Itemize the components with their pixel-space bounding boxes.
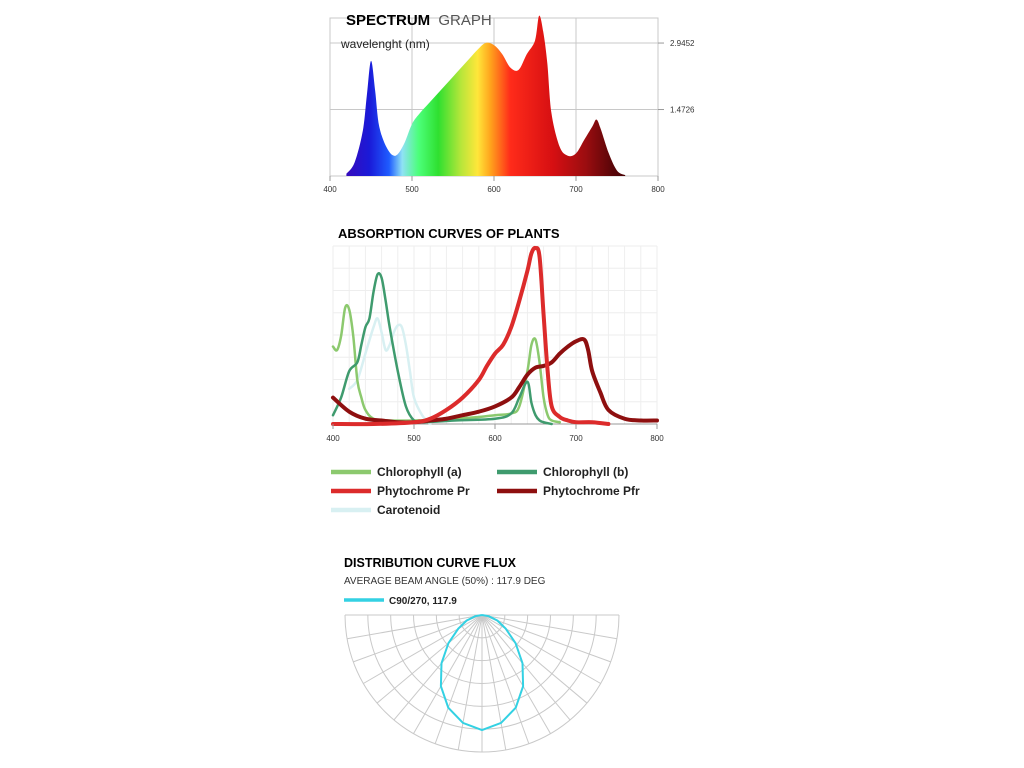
- spectrum-subtitle: wavelenght (nm): [340, 37, 430, 51]
- spectrum-x-tick-label: 600: [487, 185, 501, 194]
- spectrum-y-ticks: 1.4726 2.9452: [670, 39, 695, 114]
- polar-spoke: [346, 614, 483, 640]
- absorption-line-phytochrome-pr: [331, 245, 611, 427]
- spectrum-x-tick-label: 800: [651, 185, 665, 194]
- absorption-x-tick-label: 700: [569, 434, 583, 443]
- spectrum-y-tick-label: 1.4726: [670, 106, 695, 115]
- absorption-x-tick-label: 800: [650, 434, 664, 443]
- absorption-x-tick-label: 500: [407, 434, 421, 443]
- spectrum-x-tick-label: 500: [405, 185, 419, 194]
- polar-spoke: [481, 614, 618, 640]
- spectrum-title-light: GRAPH: [438, 12, 491, 29]
- polar-spoke: [434, 614, 483, 744]
- absorption-line-chlorophyll-b: [331, 272, 553, 426]
- flux-curve: [439, 614, 525, 732]
- legend-label: Phytochrome Pfr: [543, 484, 640, 498]
- flux-polar-grid: [344, 614, 620, 753]
- spectrum-x-ticks: 400 500 600 700 800: [323, 185, 665, 194]
- spectrum-title: SPECTRUM GRAPH: [346, 12, 492, 29]
- polar-spoke: [481, 614, 611, 663]
- polar-spoke: [481, 614, 588, 704]
- polar-spoke: [481, 614, 571, 721]
- polar-spoke: [353, 614, 483, 663]
- absorption-legend: Chlorophyll (a) Chlorophyll (b) Phytochrom…: [331, 465, 640, 517]
- absorption-title: ABSORPTION CURVES OF PLANTS: [338, 226, 560, 241]
- absorption-x-tick-label: 400: [326, 434, 340, 443]
- polar-spoke: [481, 614, 601, 684]
- absorption-lines: [331, 245, 659, 427]
- spectrum-x-tick-label: 700: [569, 185, 583, 194]
- flux-chart: DISTRIBUTION CURVE FLUX AVERAGE BEAM ANG…: [344, 556, 620, 753]
- legend-label: Carotenoid: [377, 503, 440, 517]
- polar-spoke: [481, 614, 507, 751]
- spectrum-x-tick-label: 400: [323, 185, 337, 194]
- spectrum-area: [346, 15, 626, 176]
- legend-label: Phytochrome Pr: [377, 484, 470, 498]
- absorption-x-ticks: 400 500 600 700 800: [326, 424, 664, 443]
- polar-spoke: [457, 614, 483, 751]
- flux-subtitle: AVERAGE BEAM ANGLE (50%) : 117.9 DEG: [344, 576, 546, 587]
- polar-spoke: [363, 614, 483, 684]
- absorption-x-tick-label: 600: [488, 434, 502, 443]
- legend-label: Chlorophyll (a): [377, 465, 462, 479]
- polar-spoke: [413, 614, 483, 734]
- flux-legend-label: C90/270, 117.9: [389, 596, 457, 607]
- polar-spoke: [481, 614, 530, 744]
- spectrum-chart: 400 500 600 700 800 1.4726 2.9452 SPECTRUM GR…: [323, 12, 695, 194]
- polar-spoke: [481, 614, 551, 734]
- spectrum-y-tick-label: 2.9452: [670, 39, 695, 48]
- flux-title: DISTRIBUTION CURVE FLUX: [344, 556, 517, 570]
- polar-spoke: [376, 614, 483, 704]
- absorption-chart: ABSORPTION CURVES OF PLANTS 400 500 600 700…: [326, 226, 664, 517]
- legend-label: Chlorophyll (b): [543, 465, 628, 479]
- spectrum-title-bold: SPECTRUM: [346, 12, 430, 29]
- polar-spoke: [393, 614, 483, 721]
